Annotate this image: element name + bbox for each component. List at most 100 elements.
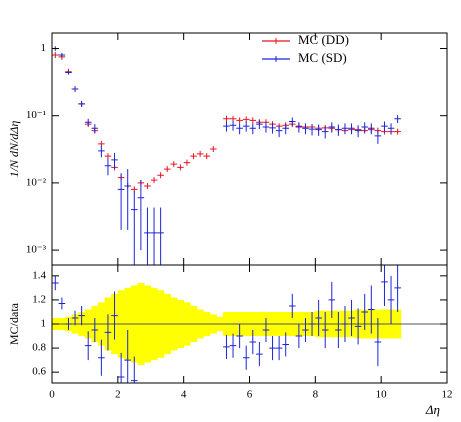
data-point xyxy=(65,317,72,331)
x-tick-label: 8 xyxy=(313,389,319,401)
data-point xyxy=(104,153,112,160)
data-point xyxy=(302,317,309,343)
data-point xyxy=(71,310,79,326)
data-point xyxy=(315,299,322,337)
data-point xyxy=(111,291,118,340)
x-tick-label: 4 xyxy=(181,389,187,401)
data-point xyxy=(65,70,72,75)
data-point xyxy=(78,305,85,326)
data-point xyxy=(275,125,283,138)
data-point xyxy=(348,299,355,337)
data-point xyxy=(223,334,230,359)
data-point xyxy=(104,314,112,351)
data-point xyxy=(203,153,210,160)
data-point xyxy=(249,330,257,355)
plot-frame xyxy=(51,264,448,384)
data-point xyxy=(381,265,388,306)
data-point xyxy=(374,317,382,367)
data-point xyxy=(328,122,336,133)
data-point xyxy=(394,115,401,123)
data-point xyxy=(289,293,296,318)
data-point xyxy=(308,311,316,337)
data-point xyxy=(117,173,125,230)
y-tick-label: 1.2 xyxy=(32,293,46,305)
x-tick-label: 0 xyxy=(49,389,55,401)
data-point xyxy=(387,123,395,135)
data-point xyxy=(341,305,349,343)
data-point xyxy=(361,293,368,331)
data-point xyxy=(71,86,79,92)
x-tick-label: 10 xyxy=(376,389,388,401)
data-point xyxy=(242,121,250,132)
x-tick-label: 2 xyxy=(115,389,121,401)
data-point xyxy=(321,311,329,349)
y-tick-label: 0.8 xyxy=(32,342,46,354)
data-point xyxy=(144,182,151,189)
data-point xyxy=(394,128,401,135)
data-point xyxy=(210,145,217,152)
data-point xyxy=(98,339,105,376)
data-point xyxy=(308,124,316,136)
data-point xyxy=(335,124,342,136)
data-point xyxy=(249,123,257,135)
x-tick-label: 12 xyxy=(442,389,453,401)
data-point xyxy=(84,331,92,361)
data-point xyxy=(321,126,329,139)
x-tick-label: 6 xyxy=(247,389,253,401)
data-point xyxy=(335,311,342,349)
y-tick-label: 1 xyxy=(41,318,47,330)
data-point xyxy=(223,115,230,122)
data-point xyxy=(302,123,309,135)
plot-frame xyxy=(51,32,448,266)
y-tick-label: 0.6 xyxy=(32,366,46,378)
data-point xyxy=(229,333,237,358)
data-point xyxy=(163,166,171,173)
data-point xyxy=(124,330,131,383)
data-point xyxy=(157,207,164,265)
data-point xyxy=(295,324,303,349)
data-point xyxy=(131,356,138,383)
data-point xyxy=(374,129,382,144)
data-point xyxy=(157,172,164,179)
data-point xyxy=(341,123,349,135)
data-point xyxy=(124,169,131,230)
data-point xyxy=(229,115,237,122)
data-point xyxy=(196,150,204,157)
data-point xyxy=(117,352,125,383)
data-point xyxy=(229,120,237,131)
data-point xyxy=(368,123,375,135)
data-point xyxy=(269,336,276,361)
y-tick-label: 10⁻³ xyxy=(26,244,47,256)
data-point xyxy=(190,153,197,160)
y-axis-label: MC/data xyxy=(7,302,21,345)
data-point xyxy=(58,297,66,310)
data-point xyxy=(289,117,296,127)
y-axis-label: 1/N dN/dΔη xyxy=(7,121,21,178)
data-point xyxy=(242,116,250,123)
data-point xyxy=(242,345,250,370)
data-point xyxy=(381,121,388,132)
data-point xyxy=(236,123,243,135)
data-point xyxy=(236,324,243,349)
legend-label: MC (SD) xyxy=(298,50,347,65)
data-point xyxy=(328,281,336,318)
data-point xyxy=(354,308,362,345)
data-point xyxy=(150,207,158,265)
y-tick-label: 10⁻¹ xyxy=(26,109,46,121)
y-tick-label: 1.4 xyxy=(32,269,46,281)
data-point xyxy=(256,119,263,130)
data-point xyxy=(137,180,145,251)
data-point xyxy=(368,285,375,334)
data-point xyxy=(249,117,257,124)
data-point xyxy=(144,207,151,265)
data-point xyxy=(275,336,283,361)
data-point xyxy=(236,117,243,124)
data-point xyxy=(111,152,118,170)
y-tick-label: 10⁻² xyxy=(26,176,47,188)
legend-label: MC (DD) xyxy=(298,32,349,47)
data-point xyxy=(91,124,99,134)
x-axis-label: Δη xyxy=(425,402,440,417)
y-tick-label: 1 xyxy=(41,42,47,54)
data-point xyxy=(387,275,395,324)
